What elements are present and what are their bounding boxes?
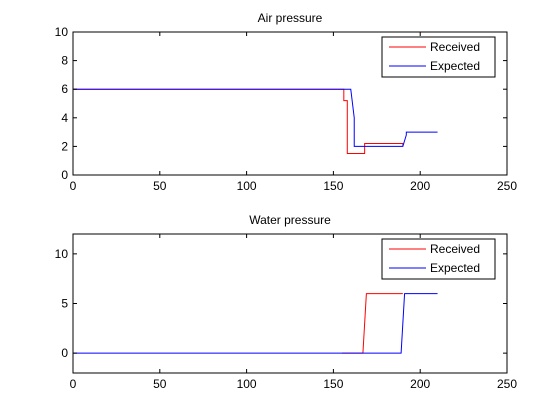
x-tick-label-water-pressure: 50 [153, 377, 167, 391]
legend-air-pressure: Received Expected [381, 36, 496, 78]
legend-box [381, 36, 496, 78]
x-tick-label-water-pressure: 100 [237, 377, 257, 391]
y-tick-label-water-pressure: 5 [61, 297, 68, 311]
y-tick-label-air-pressure: 0 [61, 168, 68, 182]
x-tick-label-air-pressure: 150 [323, 179, 343, 193]
x-tick-label-air-pressure: 250 [497, 179, 517, 193]
legend-water-pressure: Received Expected [381, 238, 496, 280]
chart-title-air-pressure: Air pressure [258, 11, 323, 25]
subplot-air-pressure: Air pressure 0 50 100 150 200 250 0 2 4 6 8 10 Receiv… [55, 11, 518, 193]
chart-title-water-pressure: Water pressure [249, 213, 331, 227]
x-tick-label-air-pressure: 200 [410, 179, 430, 193]
x-tick-label-air-pressure: 50 [153, 179, 167, 193]
x-tick-label-water-pressure: 250 [497, 377, 517, 391]
y-tick-label-air-pressure: 4 [61, 111, 68, 125]
legend-label-received: Received [430, 242, 480, 256]
legend-label-received: Received [430, 40, 480, 54]
y-tick-label-air-pressure: 6 [61, 82, 68, 96]
series-line-air-pressure-received [73, 88, 404, 155]
series-line-water-pressure-expected [73, 293, 438, 354]
subplot-water-pressure: Water pressure 0 50 100 150 200 250 0 5 10 Receive… [55, 213, 518, 391]
legend-box [381, 238, 496, 280]
legend-label-expected: Expected [430, 59, 480, 73]
y-tick-label-water-pressure: 10 [55, 247, 69, 261]
x-tick-label-water-pressure: 150 [323, 377, 343, 391]
y-tick-label-water-pressure: 0 [61, 346, 68, 360]
y-tick-label-air-pressure: 8 [61, 54, 68, 68]
y-tick-label-air-pressure: 10 [55, 25, 69, 39]
x-tick-label-water-pressure: 0 [70, 377, 77, 391]
series-line-air-pressure-expected [73, 88, 438, 147]
x-tick-label-water-pressure: 200 [410, 377, 430, 391]
x-tick-label-air-pressure: 0 [70, 179, 77, 193]
y-tick-label-air-pressure: 2 [61, 139, 68, 153]
legend-label-expected: Expected [430, 261, 480, 275]
x-tick-label-air-pressure: 100 [237, 179, 257, 193]
